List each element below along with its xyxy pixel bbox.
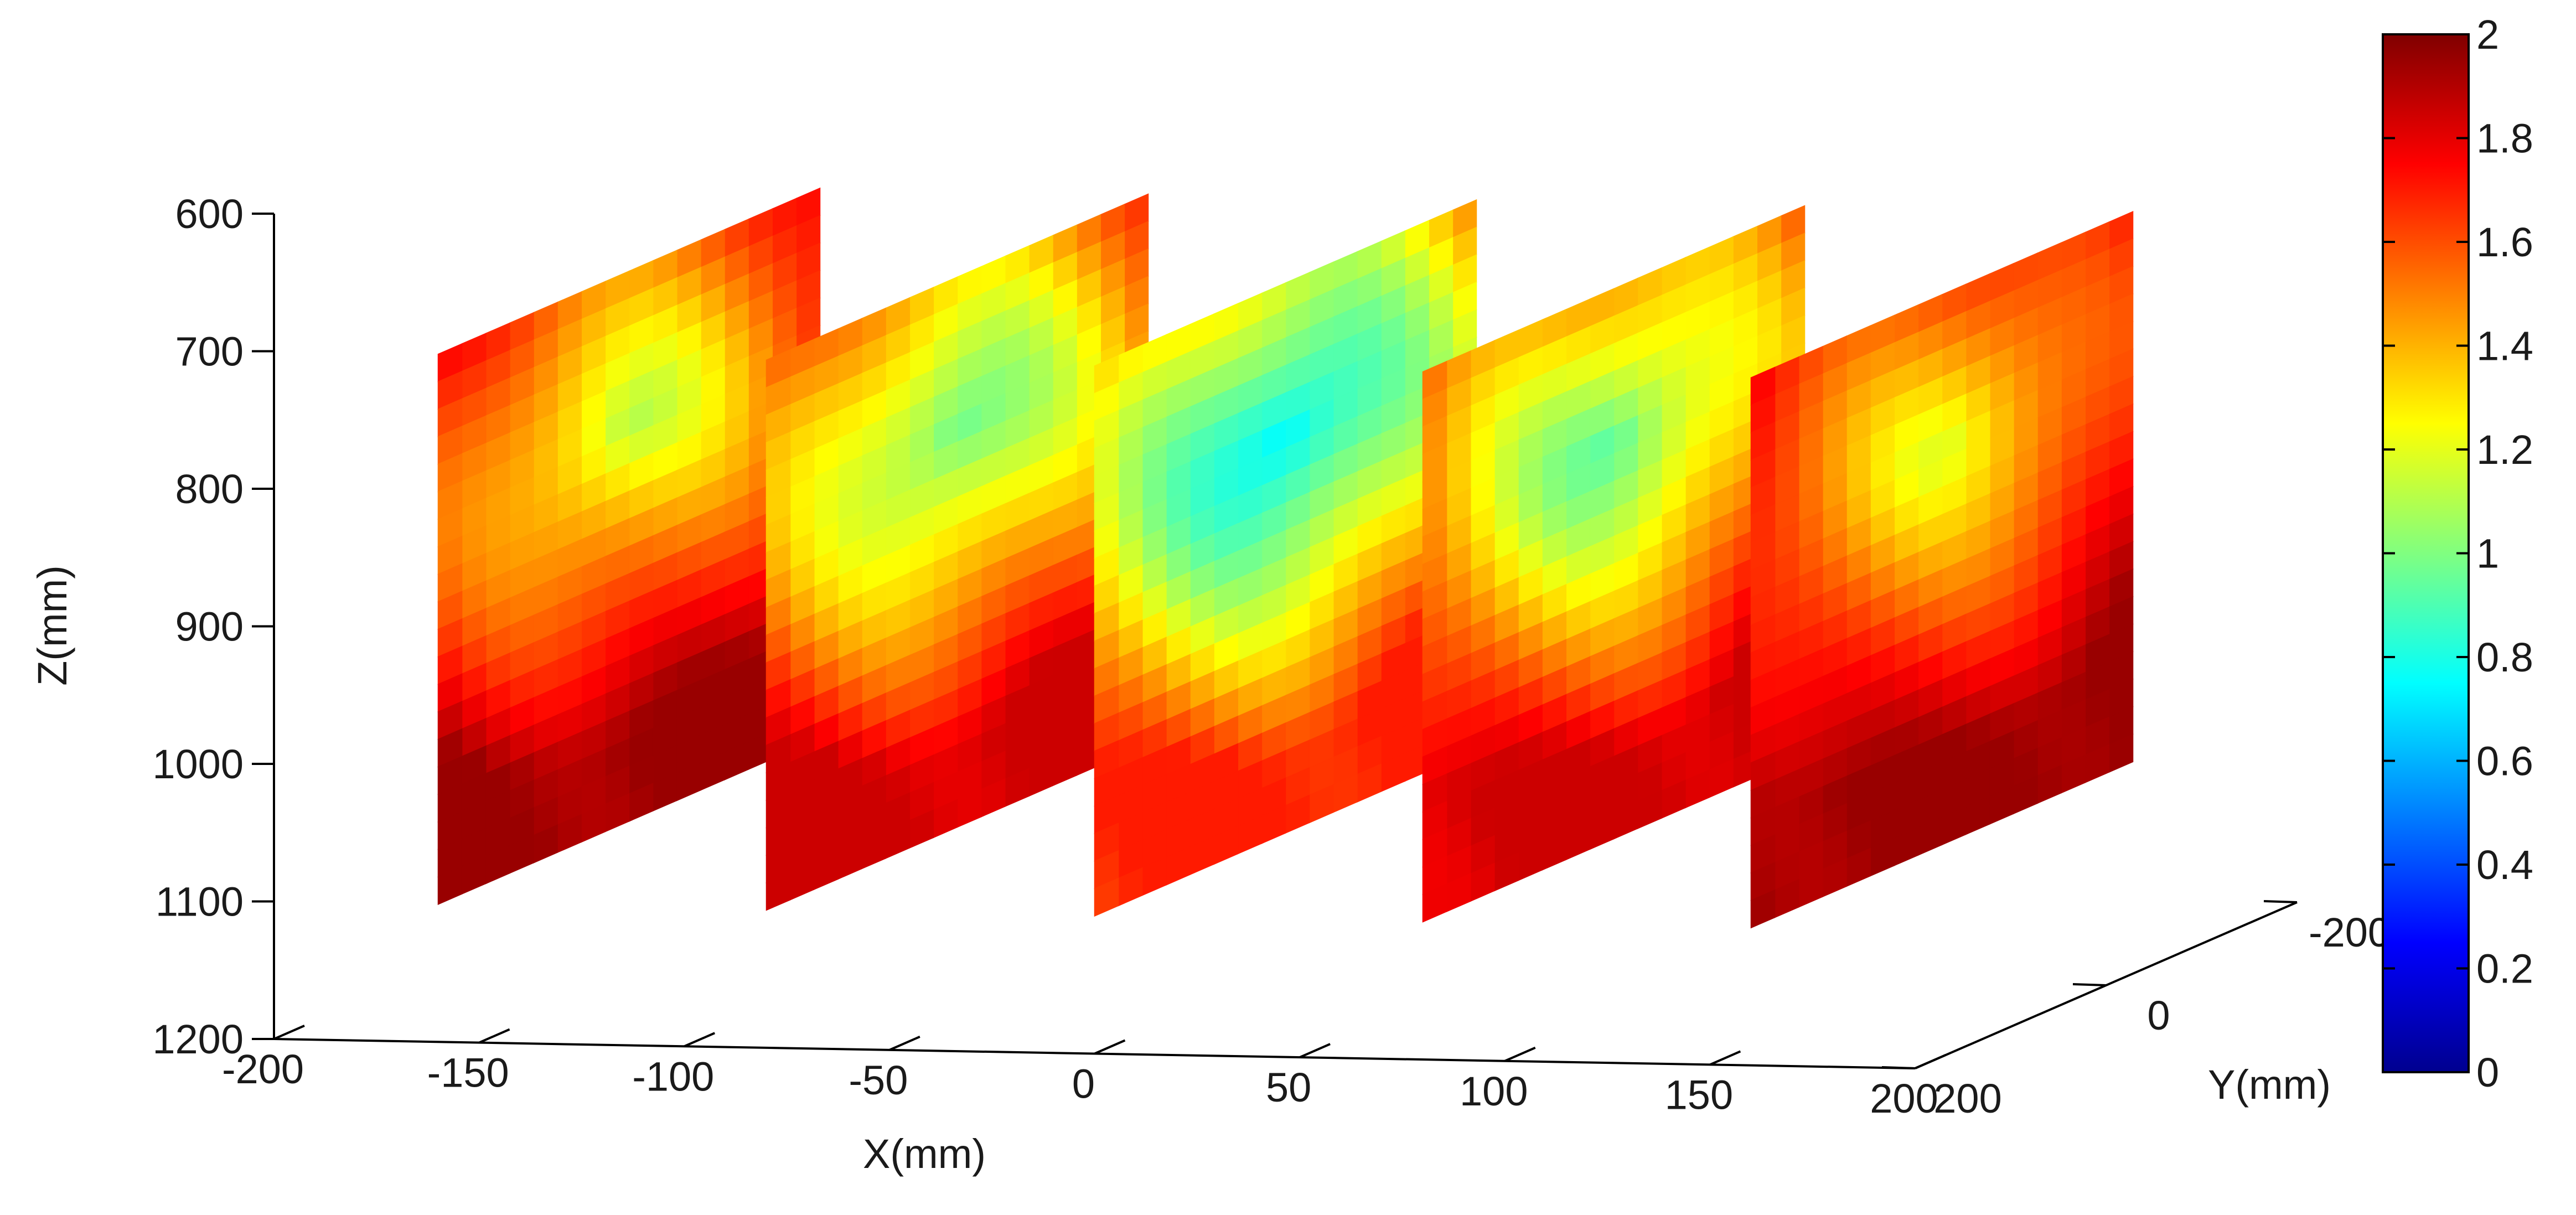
x-tick-mark <box>1504 1046 1536 1062</box>
y-tick-mark <box>2072 983 2107 986</box>
slice-3 <box>1094 199 1477 917</box>
x-tick-mark <box>889 1036 920 1051</box>
slice-4 <box>1422 205 1806 923</box>
x-tick-label: -150 <box>427 1050 509 1096</box>
x-tick-label: -100 <box>632 1053 714 1099</box>
colorbar-tick-label: 0 <box>2476 1049 2499 1095</box>
x-tick-mark <box>1709 1050 1741 1066</box>
slice-cell <box>1750 889 1776 929</box>
colorbar-ticks-group: 0 0.2 0.4 0.6 0.8 1 1.2 1.4 1.6 1.8 2 <box>2383 12 2533 1095</box>
x-tick-label: -200 <box>222 1046 304 1092</box>
x-tick-mark <box>1915 1054 1946 1069</box>
colorbar-tick-label: 0.8 <box>2476 634 2533 680</box>
x-tick-label: 50 <box>1266 1064 1311 1110</box>
colorbar-tick-label: 0.6 <box>2476 738 2533 784</box>
y-tick-label: 200 <box>1933 1076 2001 1121</box>
colorbar-tick-label: 1 <box>2476 531 2499 577</box>
colorbar-tick-label: 0.2 <box>2476 946 2533 992</box>
colorbar-tick-label: 0.4 <box>2476 842 2533 888</box>
slice-cell <box>1094 877 1119 917</box>
slice-cell <box>437 866 463 905</box>
slice-cell <box>765 871 791 911</box>
colorbar-tick-label: 1.4 <box>2476 323 2533 369</box>
z-tick-label: 900 <box>175 604 244 650</box>
x-tick-mark <box>1094 1039 1126 1055</box>
x-tick-label: 0 <box>1072 1061 1095 1107</box>
z-axis-title: Z(mm) <box>29 565 75 686</box>
z-tick-label: 800 <box>175 466 244 512</box>
colorbar-tick-label: 1.2 <box>2476 427 2533 473</box>
x-tick-label: 100 <box>1460 1068 1528 1114</box>
z-tick-label: 1200 <box>152 1016 244 1062</box>
x-tick-label: 150 <box>1665 1072 1733 1118</box>
slice-2 <box>765 193 1149 911</box>
y-tick-mark <box>2263 900 2298 903</box>
x-tick-label: 200 <box>1870 1076 1938 1121</box>
slice-5 <box>1750 211 2134 929</box>
z-tick-label: 600 <box>175 191 244 237</box>
x-tick-mark <box>684 1032 716 1048</box>
y-tick-label: 0 <box>2147 992 2170 1038</box>
slices-group <box>437 187 2134 929</box>
slice-1 <box>437 187 821 905</box>
slice-cell <box>1422 883 1447 923</box>
x-tick-label: -50 <box>849 1057 908 1103</box>
z-tick-label: 700 <box>175 329 244 375</box>
y-tick-label: -200 <box>2309 909 2391 955</box>
x-tick-mark <box>478 1028 510 1044</box>
x-tick-mark <box>1299 1043 1331 1058</box>
z-tick-label: 1000 <box>152 741 244 787</box>
colorbar-tick-label: 2 <box>2476 12 2499 58</box>
y-tick-mark <box>1881 1066 1916 1069</box>
x-tick-mark <box>273 1025 305 1040</box>
colorbar <box>2382 33 2470 1073</box>
colorbar-tick-label: 1.8 <box>2476 116 2533 162</box>
z-tick-label: 1100 <box>156 879 244 925</box>
colorbar-tick-label: 1.6 <box>2476 219 2533 265</box>
y-axis-title: Y(mm) <box>2208 1062 2331 1108</box>
x-axis-title: X(mm) <box>863 1131 986 1177</box>
